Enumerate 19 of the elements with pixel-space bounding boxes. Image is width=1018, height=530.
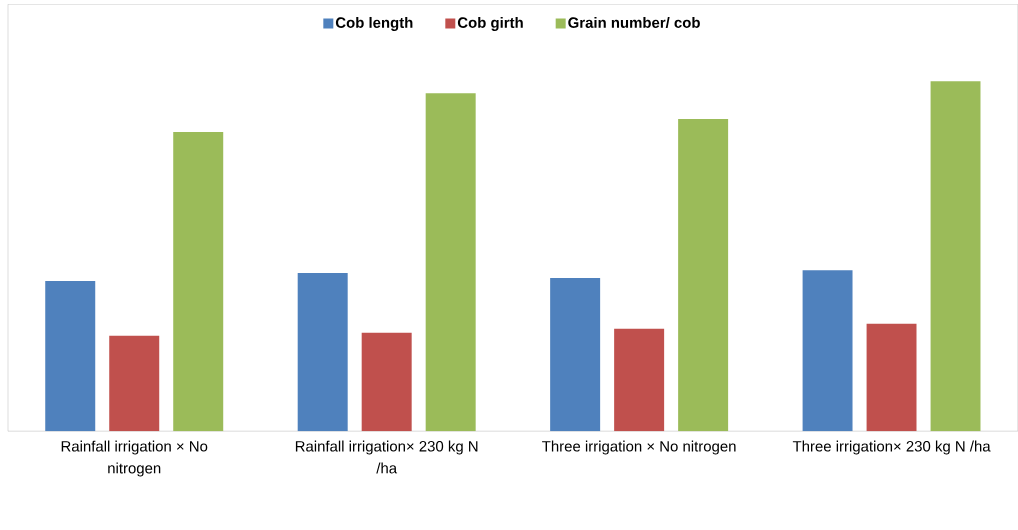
bar [297,272,348,432]
bar [930,81,981,432]
bar [45,280,96,432]
bar [614,328,665,432]
bar [173,131,224,432]
x-tick-label: Three irrigation× 230 kg N /ha [792,440,991,455]
x-tick-label: Three irrigation × No nitrogen [542,440,736,455]
bar [550,277,601,432]
x-tick-label: Rainfall irrigation× 230 kg N /ha [295,440,478,474]
legend-label: Cob length [335,16,413,31]
bar [866,323,917,432]
bar [361,332,412,432]
bar [802,270,853,432]
bar [678,118,729,432]
bar [109,335,160,432]
x-tick-label: Rainfall irrigation × No nitrogen [61,440,208,477]
bar [425,93,476,432]
legend-label: Grain number/ cob [568,16,700,29]
legend-label: Cob girth [457,16,523,31]
